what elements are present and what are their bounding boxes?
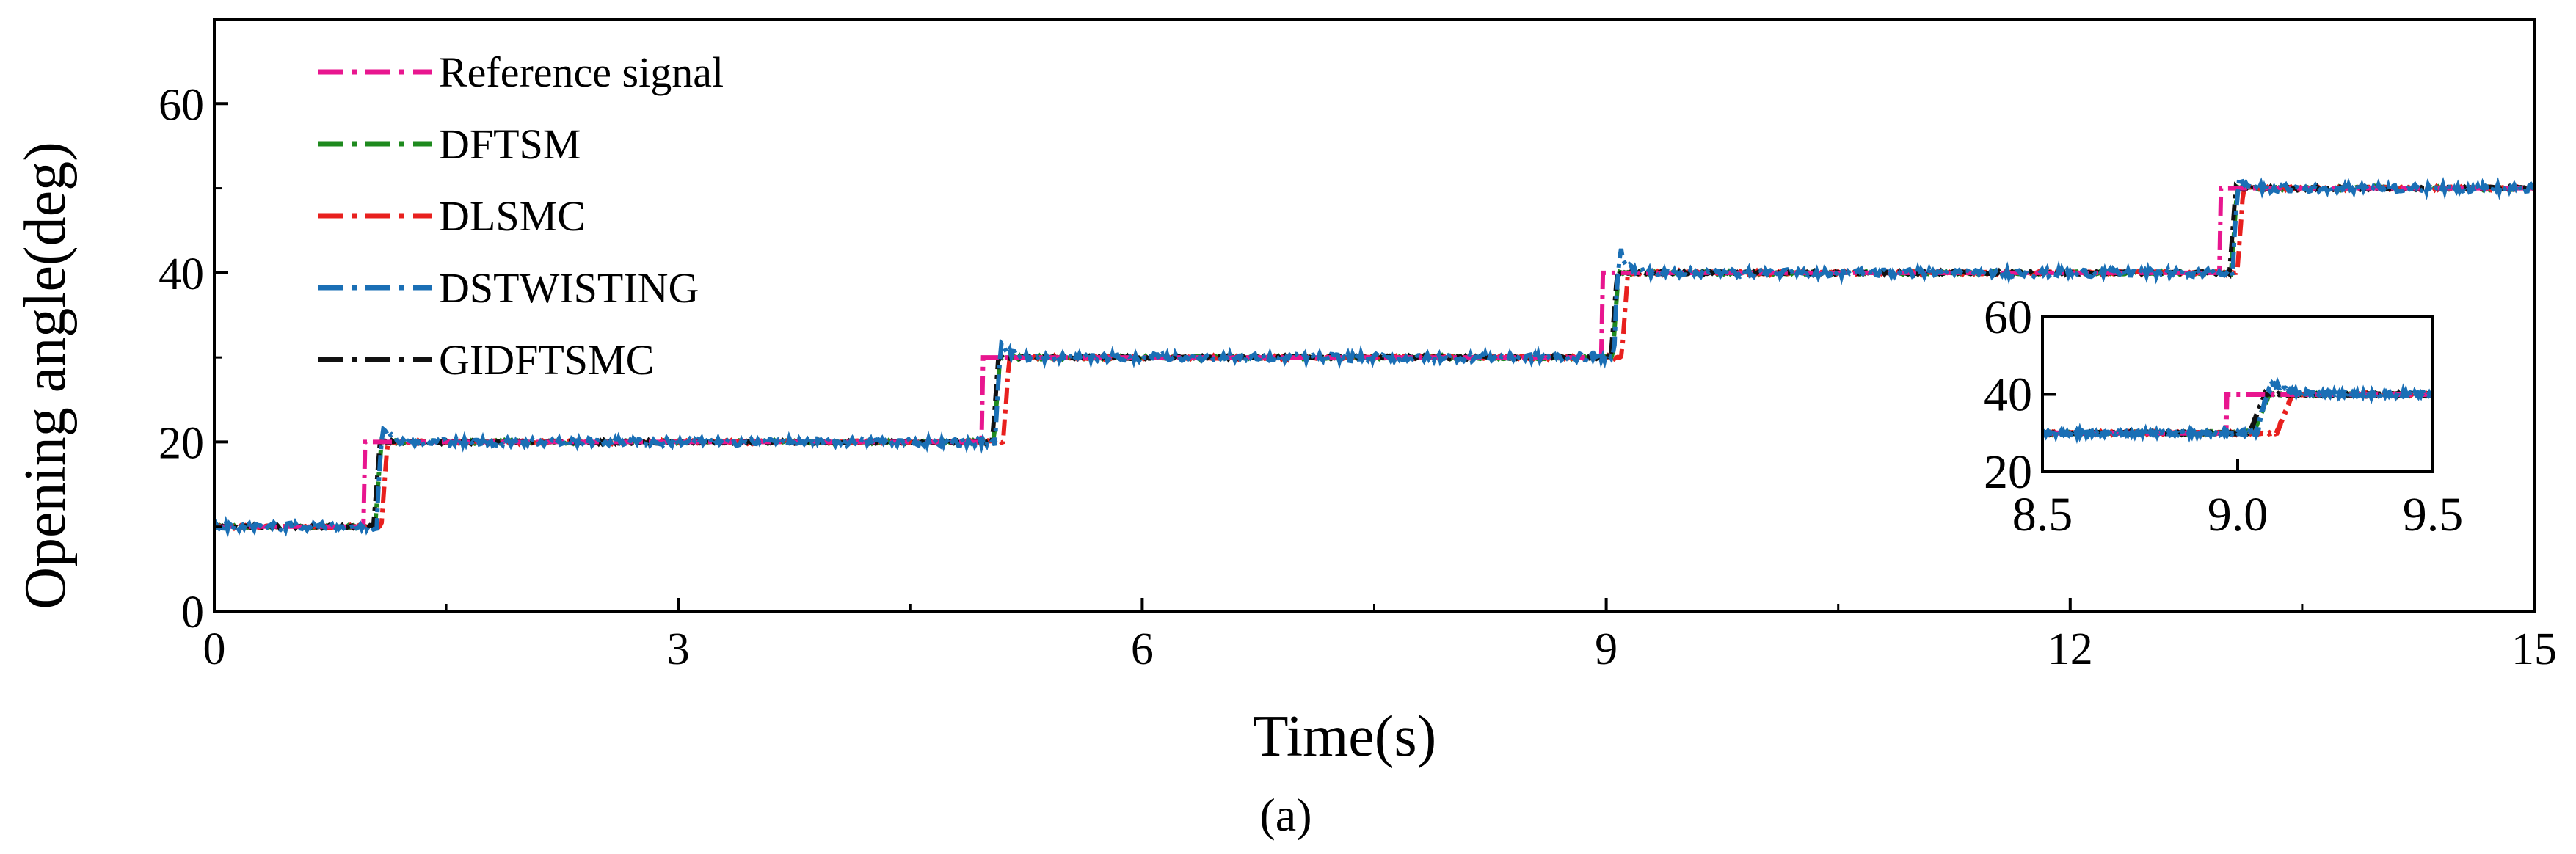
x-tick-label: 6 — [1131, 624, 1154, 674]
legend-label: DFTSM — [439, 120, 581, 168]
legend-item-dftsm: DFTSM — [318, 120, 581, 168]
x-tick-label: 12 — [2048, 624, 2093, 674]
legend-label: DSTWISTING — [439, 264, 699, 312]
inset-y-tick-label: 60 — [1984, 291, 2032, 344]
figure-caption: (a) — [1259, 789, 1311, 841]
legend-item-reference-signal: Reference signal — [318, 48, 724, 96]
inset-x-tick-label: 9.0 — [2208, 488, 2268, 541]
inset-series-lines — [2042, 376, 2433, 445]
y-tick-label: 40 — [159, 249, 204, 299]
x-tick-label: 9 — [1595, 624, 1618, 674]
legend: Reference signal DFTSM DLSMC DSTWISTING GIDF… — [318, 48, 724, 384]
main-plot: 0 3 6 9 12 15 0 20 40 60 — [159, 18, 2557, 674]
inset-y-tick-label: 20 — [1984, 445, 2032, 499]
y-tick-label: 60 — [159, 80, 204, 130]
y-tick-label: 0 — [181, 588, 204, 638]
legend-item-gidftsmc: GIDFTSMC — [318, 336, 654, 384]
inset-x-tick-label: 8.5 — [2012, 488, 2073, 541]
x-axis-title: Time(s) — [1253, 704, 1436, 769]
series-lines — [214, 172, 2534, 539]
legend-label: DLSMC — [439, 192, 586, 240]
x-tick-label: 3 — [667, 624, 690, 674]
series-line-dstwisting — [214, 172, 2534, 539]
inset-plot: 8.5 9.0 9.5 20 40 60 — [1984, 291, 2463, 541]
legend-item-dlsmc: DLSMC — [318, 192, 586, 240]
y-tick-label: 20 — [159, 418, 204, 468]
legend-label: Reference signal — [439, 48, 724, 96]
legend-label: GIDFTSMC — [439, 336, 654, 384]
inset-x-tick-label: 9.5 — [2403, 488, 2464, 541]
y-axis-title: Opening angle(deg) — [13, 142, 78, 610]
x-tick-label: 0 — [203, 624, 226, 674]
legend-item-dstwisting: DSTWISTING — [318, 264, 699, 312]
plot-frame — [213, 18, 2536, 613]
x-tick-label: 15 — [2511, 624, 2557, 674]
inset-series-line-dstwisting — [2042, 376, 2433, 445]
inset-y-tick-label: 40 — [1984, 368, 2032, 422]
